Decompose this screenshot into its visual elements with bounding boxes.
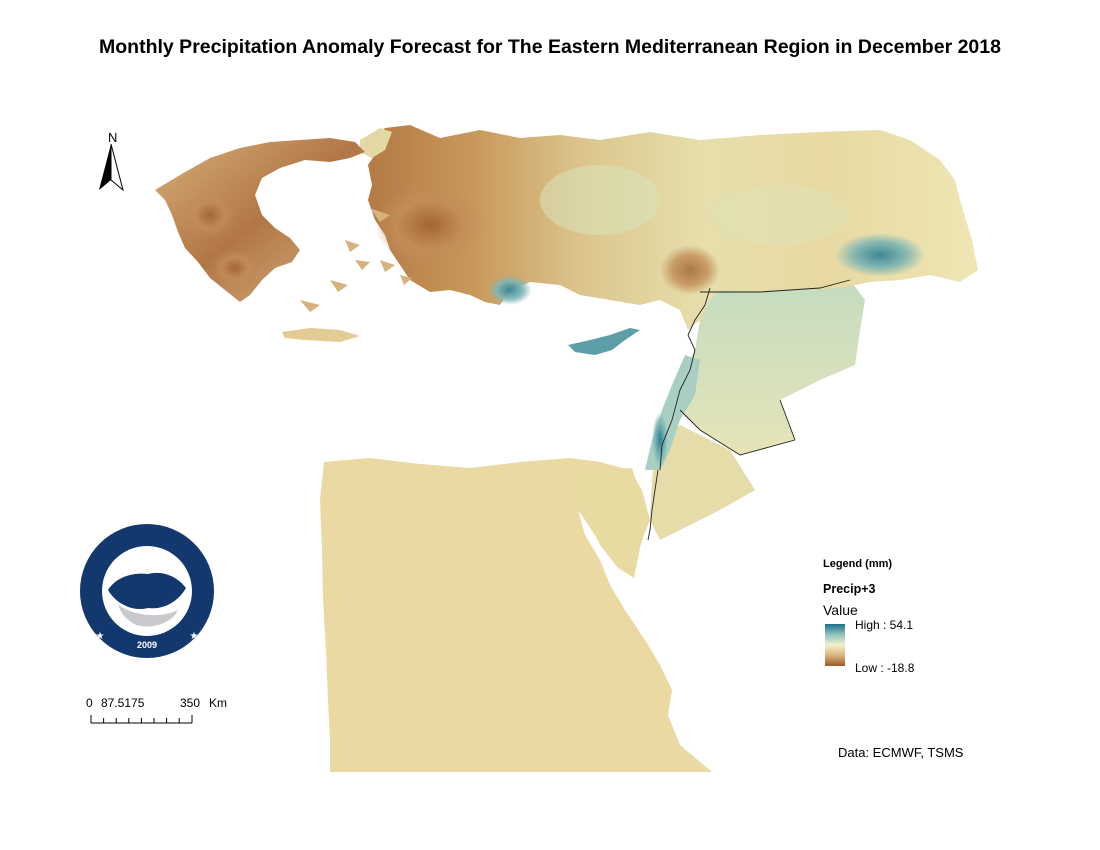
scale-label-1: 87.5175 — [101, 696, 145, 710]
svg-text:★: ★ — [96, 631, 105, 642]
svg-text:2009: 2009 — [137, 640, 157, 650]
scale-label-2: 350 — [180, 696, 201, 710]
map-title: Monthly Precipitation Anomaly Forecast f… — [99, 36, 1001, 58]
sinai-region — [578, 468, 648, 578]
north-arrow-icon — [99, 143, 124, 192]
legend-high-label: High : 54.1 — [855, 618, 914, 632]
svg-text:★: ★ — [190, 631, 199, 642]
cyprus-island — [568, 328, 640, 355]
emcc-logo: 2009 ★ ★ — [80, 524, 214, 658]
thrace-region — [360, 128, 392, 158]
scale-bar — [90, 715, 193, 724]
greece-region — [155, 138, 365, 302]
legend-field-name: Value — [823, 602, 858, 618]
legend-title: Legend (mm) — [823, 558, 893, 570]
north-arrow-label: N — [108, 130, 118, 145]
legend-layer-name: Precip+3 — [823, 582, 876, 596]
crete-island — [282, 328, 360, 342]
scale-label-0: 0 — [86, 696, 93, 710]
legend-color-ramp — [825, 624, 845, 666]
syria-region — [678, 280, 865, 455]
jordan-region — [650, 425, 755, 540]
country-borders — [647, 279, 851, 541]
data-source: Data: ECMWF, TSMS — [838, 745, 964, 760]
scale-label-3: Km — [209, 696, 227, 710]
legend-low-label: Low : -18.8 — [855, 661, 915, 675]
